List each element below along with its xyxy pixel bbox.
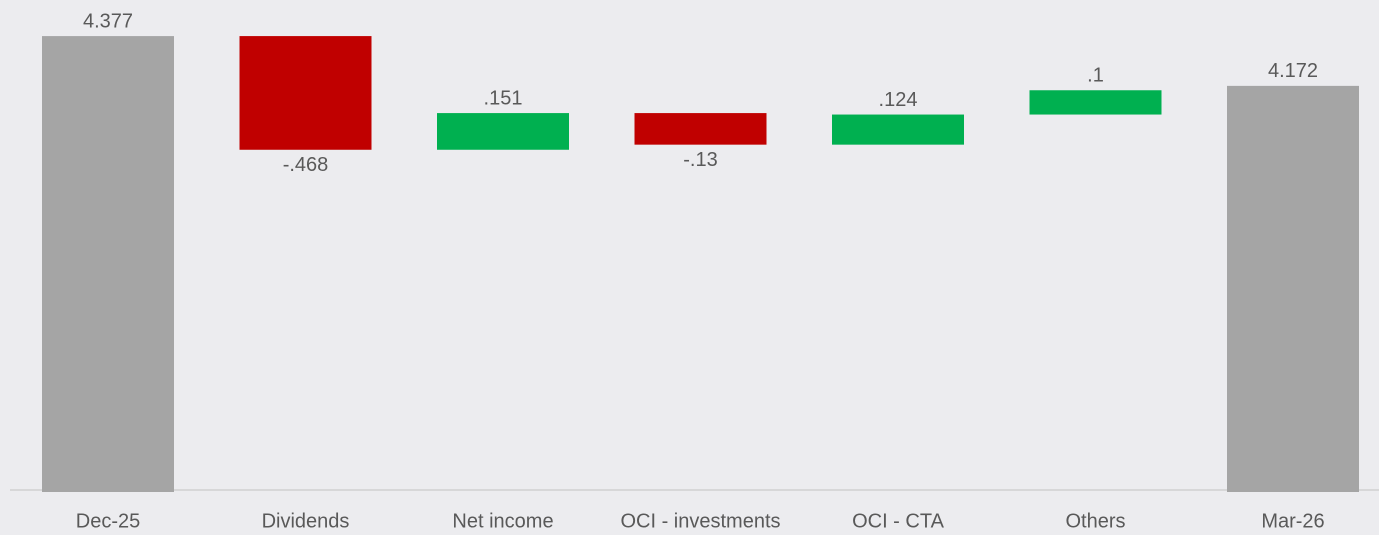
bar: [1227, 85, 1359, 492]
bar: [437, 113, 569, 150]
x-tick-label: Mar-26: [1261, 510, 1324, 532]
bar: [239, 36, 372, 150]
data-label: -.468: [283, 154, 329, 176]
x-tick-label: OCI - investments: [620, 510, 780, 532]
bar: [634, 113, 767, 145]
x-tick-label: Dividends: [262, 510, 350, 532]
data-label: -.13: [683, 149, 717, 171]
data-label: .124: [879, 89, 918, 111]
data-label: 4.172: [1268, 60, 1318, 82]
x-tick-label: Dec-25: [76, 510, 140, 532]
data-label: .1: [1087, 65, 1104, 87]
x-tick-label: Net income: [452, 510, 553, 532]
bar: [1029, 90, 1162, 115]
data-label: 4.377: [83, 10, 133, 32]
x-tick-label: Others: [1065, 510, 1125, 532]
bar: [832, 114, 964, 145]
data-label: .151: [484, 87, 523, 109]
x-tick-label: OCI - CTA: [852, 510, 945, 532]
bar: [42, 36, 174, 492]
